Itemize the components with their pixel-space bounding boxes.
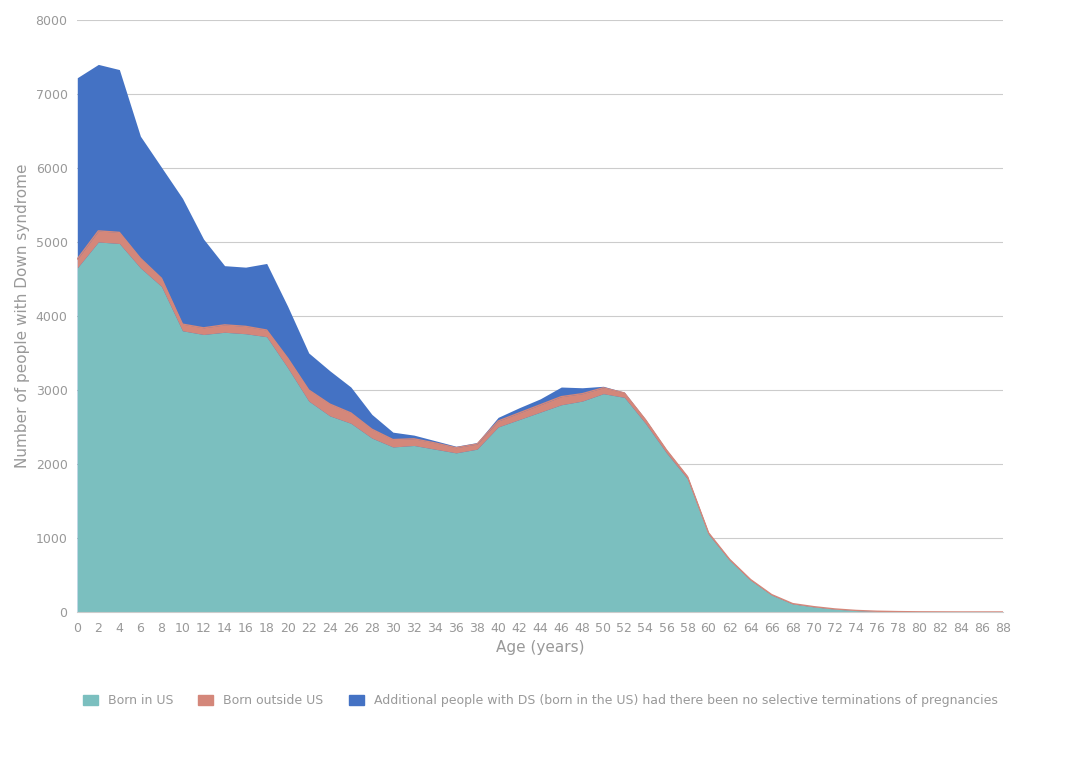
Legend: Born in US, Born outside US, Additional people with DS (born in the US) had ther: Born in US, Born outside US, Additional … [78,689,1003,712]
Y-axis label: Number of people with Down syndrome: Number of people with Down syndrome [15,164,30,468]
X-axis label: Age (years): Age (years) [496,640,585,656]
